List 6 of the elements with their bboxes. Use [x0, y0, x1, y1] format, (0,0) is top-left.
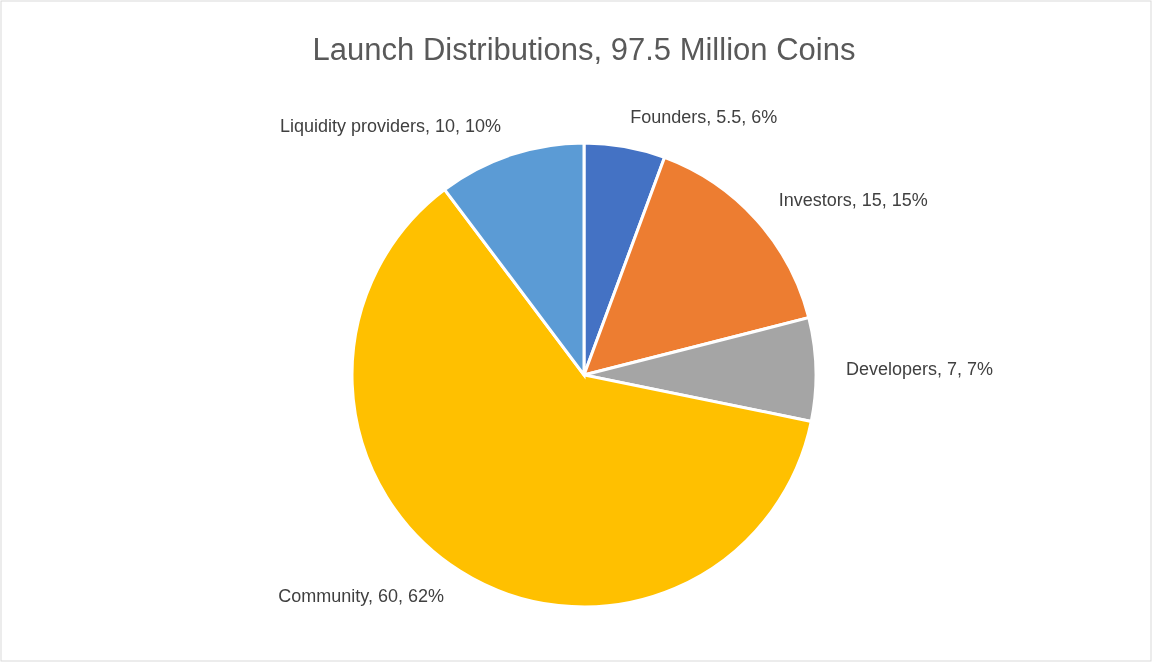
slice-label: Investors, 15, 15%	[778, 189, 928, 210]
slice-label: Founders, 5.5, 6%	[630, 107, 778, 128]
slice-label: Developers, 7, 7%	[845, 358, 993, 379]
slice-label: Community, 60, 62%	[278, 586, 444, 607]
slice-label: Liquidity providers, 10, 10%	[279, 116, 502, 137]
chart-title: Launch Distributions, 97.5 Million Coins	[312, 32, 856, 67]
